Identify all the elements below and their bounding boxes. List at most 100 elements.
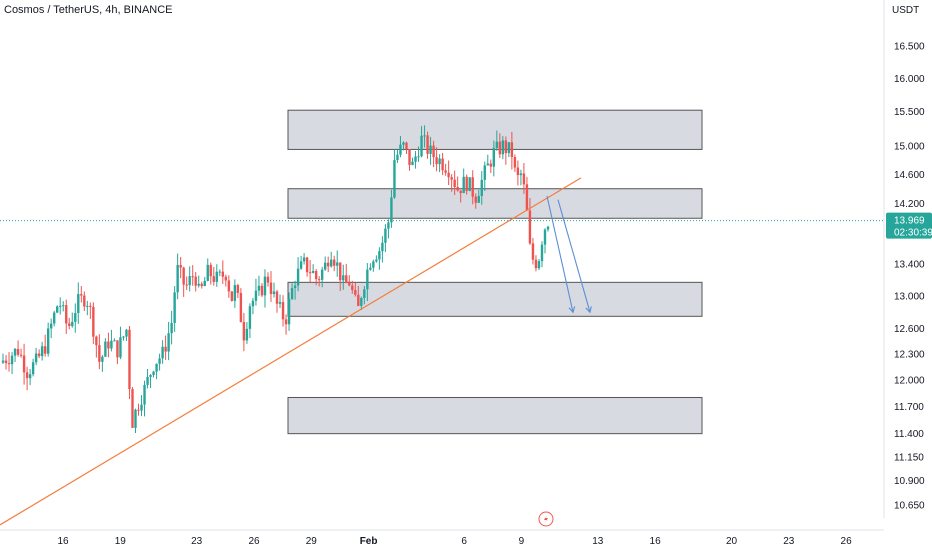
projection-arrow[interactable] — [557, 199, 591, 313]
price-tick-label: 16.500 — [894, 42, 925, 53]
candle-body — [233, 285, 237, 301]
candle-body — [330, 259, 333, 267]
candle-body — [296, 268, 300, 286]
candle-body — [218, 271, 222, 273]
zone-box[interactable] — [287, 396, 703, 435]
time-axis[interactable]: 16 19 23 26 29 Feb 6 9 13 16 20 23 26 — [0, 529, 884, 547]
candle-body — [227, 280, 231, 292]
candle-body — [113, 340, 116, 342]
candle-body — [360, 298, 363, 306]
projection-arrowhead — [585, 306, 592, 314]
zone-box[interactable] — [287, 188, 703, 219]
candle-body — [275, 291, 279, 304]
last-price-label-bg — [886, 212, 932, 239]
candle-body — [326, 262, 330, 267]
candle-body — [492, 147, 496, 167]
candle-body — [83, 295, 86, 307]
candle-body — [333, 259, 336, 266]
candle-body — [269, 282, 273, 295]
candle-body — [414, 156, 417, 162]
candle-body — [546, 226, 550, 230]
candle-body — [525, 184, 529, 211]
time-tick-label: 13 — [592, 536, 604, 547]
candle-body — [453, 179, 456, 188]
price-tick-label: 11.400 — [894, 429, 924, 440]
candle-body — [378, 251, 381, 260]
zone-box[interactable] — [287, 281, 703, 317]
candle-body — [426, 135, 429, 154]
candle-body — [4, 360, 8, 364]
candle-body — [498, 141, 502, 155]
time-tick-label: 9 — [519, 536, 525, 547]
time-tick-label: Feb — [360, 536, 378, 547]
candle-body — [251, 300, 255, 307]
candle-body — [80, 294, 83, 296]
candle-body — [384, 228, 387, 243]
candle-body — [311, 271, 315, 273]
candle-body — [408, 149, 411, 165]
candle-body — [128, 329, 131, 390]
candle-body — [52, 312, 56, 324]
price-tick-label: 14.200 — [894, 199, 925, 210]
supply-demand-zones[interactable] — [287, 109, 703, 435]
price-tick-label: 13.000 — [894, 291, 925, 302]
candle-body — [543, 229, 547, 245]
time-tick-label: 29 — [306, 536, 318, 547]
candle-body — [98, 345, 101, 362]
candle-body — [131, 389, 134, 428]
candle-body — [185, 284, 188, 286]
candle-body — [432, 145, 435, 158]
candle-body — [393, 160, 396, 198]
candle-body — [125, 329, 128, 337]
candle-body — [122, 336, 125, 338]
candle-body — [513, 157, 517, 168]
candle-body — [95, 336, 98, 346]
candle-body — [534, 259, 538, 269]
replay-icon[interactable] — [538, 511, 554, 527]
candle-body — [339, 262, 342, 281]
price-tick-label: 10.650 — [894, 501, 925, 512]
price-tick-label: 10.900 — [894, 476, 925, 487]
candle-body — [101, 356, 104, 362]
price-tick-label: 16.000 — [894, 74, 925, 85]
candle-body — [465, 176, 468, 191]
price-tick-label: 11.150 — [894, 452, 924, 463]
candle-body — [501, 140, 505, 155]
candle-body — [423, 135, 426, 137]
candle-body — [143, 384, 146, 405]
price-tick-label: 15.000 — [894, 141, 925, 152]
drawings[interactable] — [0, 177, 592, 526]
candle-body — [92, 306, 95, 337]
time-tick-label: 16 — [57, 536, 69, 547]
candle-body — [402, 142, 405, 145]
candle-body — [468, 177, 471, 191]
trendline[interactable] — [0, 177, 582, 526]
candle-body — [354, 290, 357, 295]
candle-body — [320, 269, 324, 280]
candle-body — [257, 285, 261, 291]
candle-body — [74, 313, 77, 322]
price-tick-label: 12.300 — [894, 349, 925, 360]
candle-body — [336, 262, 339, 266]
candle-body — [224, 276, 228, 281]
candle-body — [411, 161, 414, 165]
candle-body — [260, 285, 264, 296]
candle-body — [104, 341, 107, 357]
candle-body — [16, 348, 20, 355]
candle-body — [272, 291, 276, 295]
candle-body — [230, 291, 234, 301]
price-axis[interactable]: USDT 16.500 16.000 15.500 15.000 14.600 14.200… — [883, 0, 925, 518]
time-tick-label: 16 — [650, 536, 662, 547]
candle-body — [495, 141, 499, 148]
candle-body — [149, 375, 152, 377]
zone-box[interactable] — [287, 109, 703, 150]
candle-body — [417, 156, 420, 158]
candle-body — [477, 195, 480, 203]
candle-body — [40, 346, 44, 357]
projection-arrow[interactable] — [546, 195, 574, 313]
candle-body — [134, 409, 137, 428]
candle-body — [173, 292, 176, 323]
candle-body — [62, 305, 65, 307]
candle-body — [287, 298, 291, 325]
